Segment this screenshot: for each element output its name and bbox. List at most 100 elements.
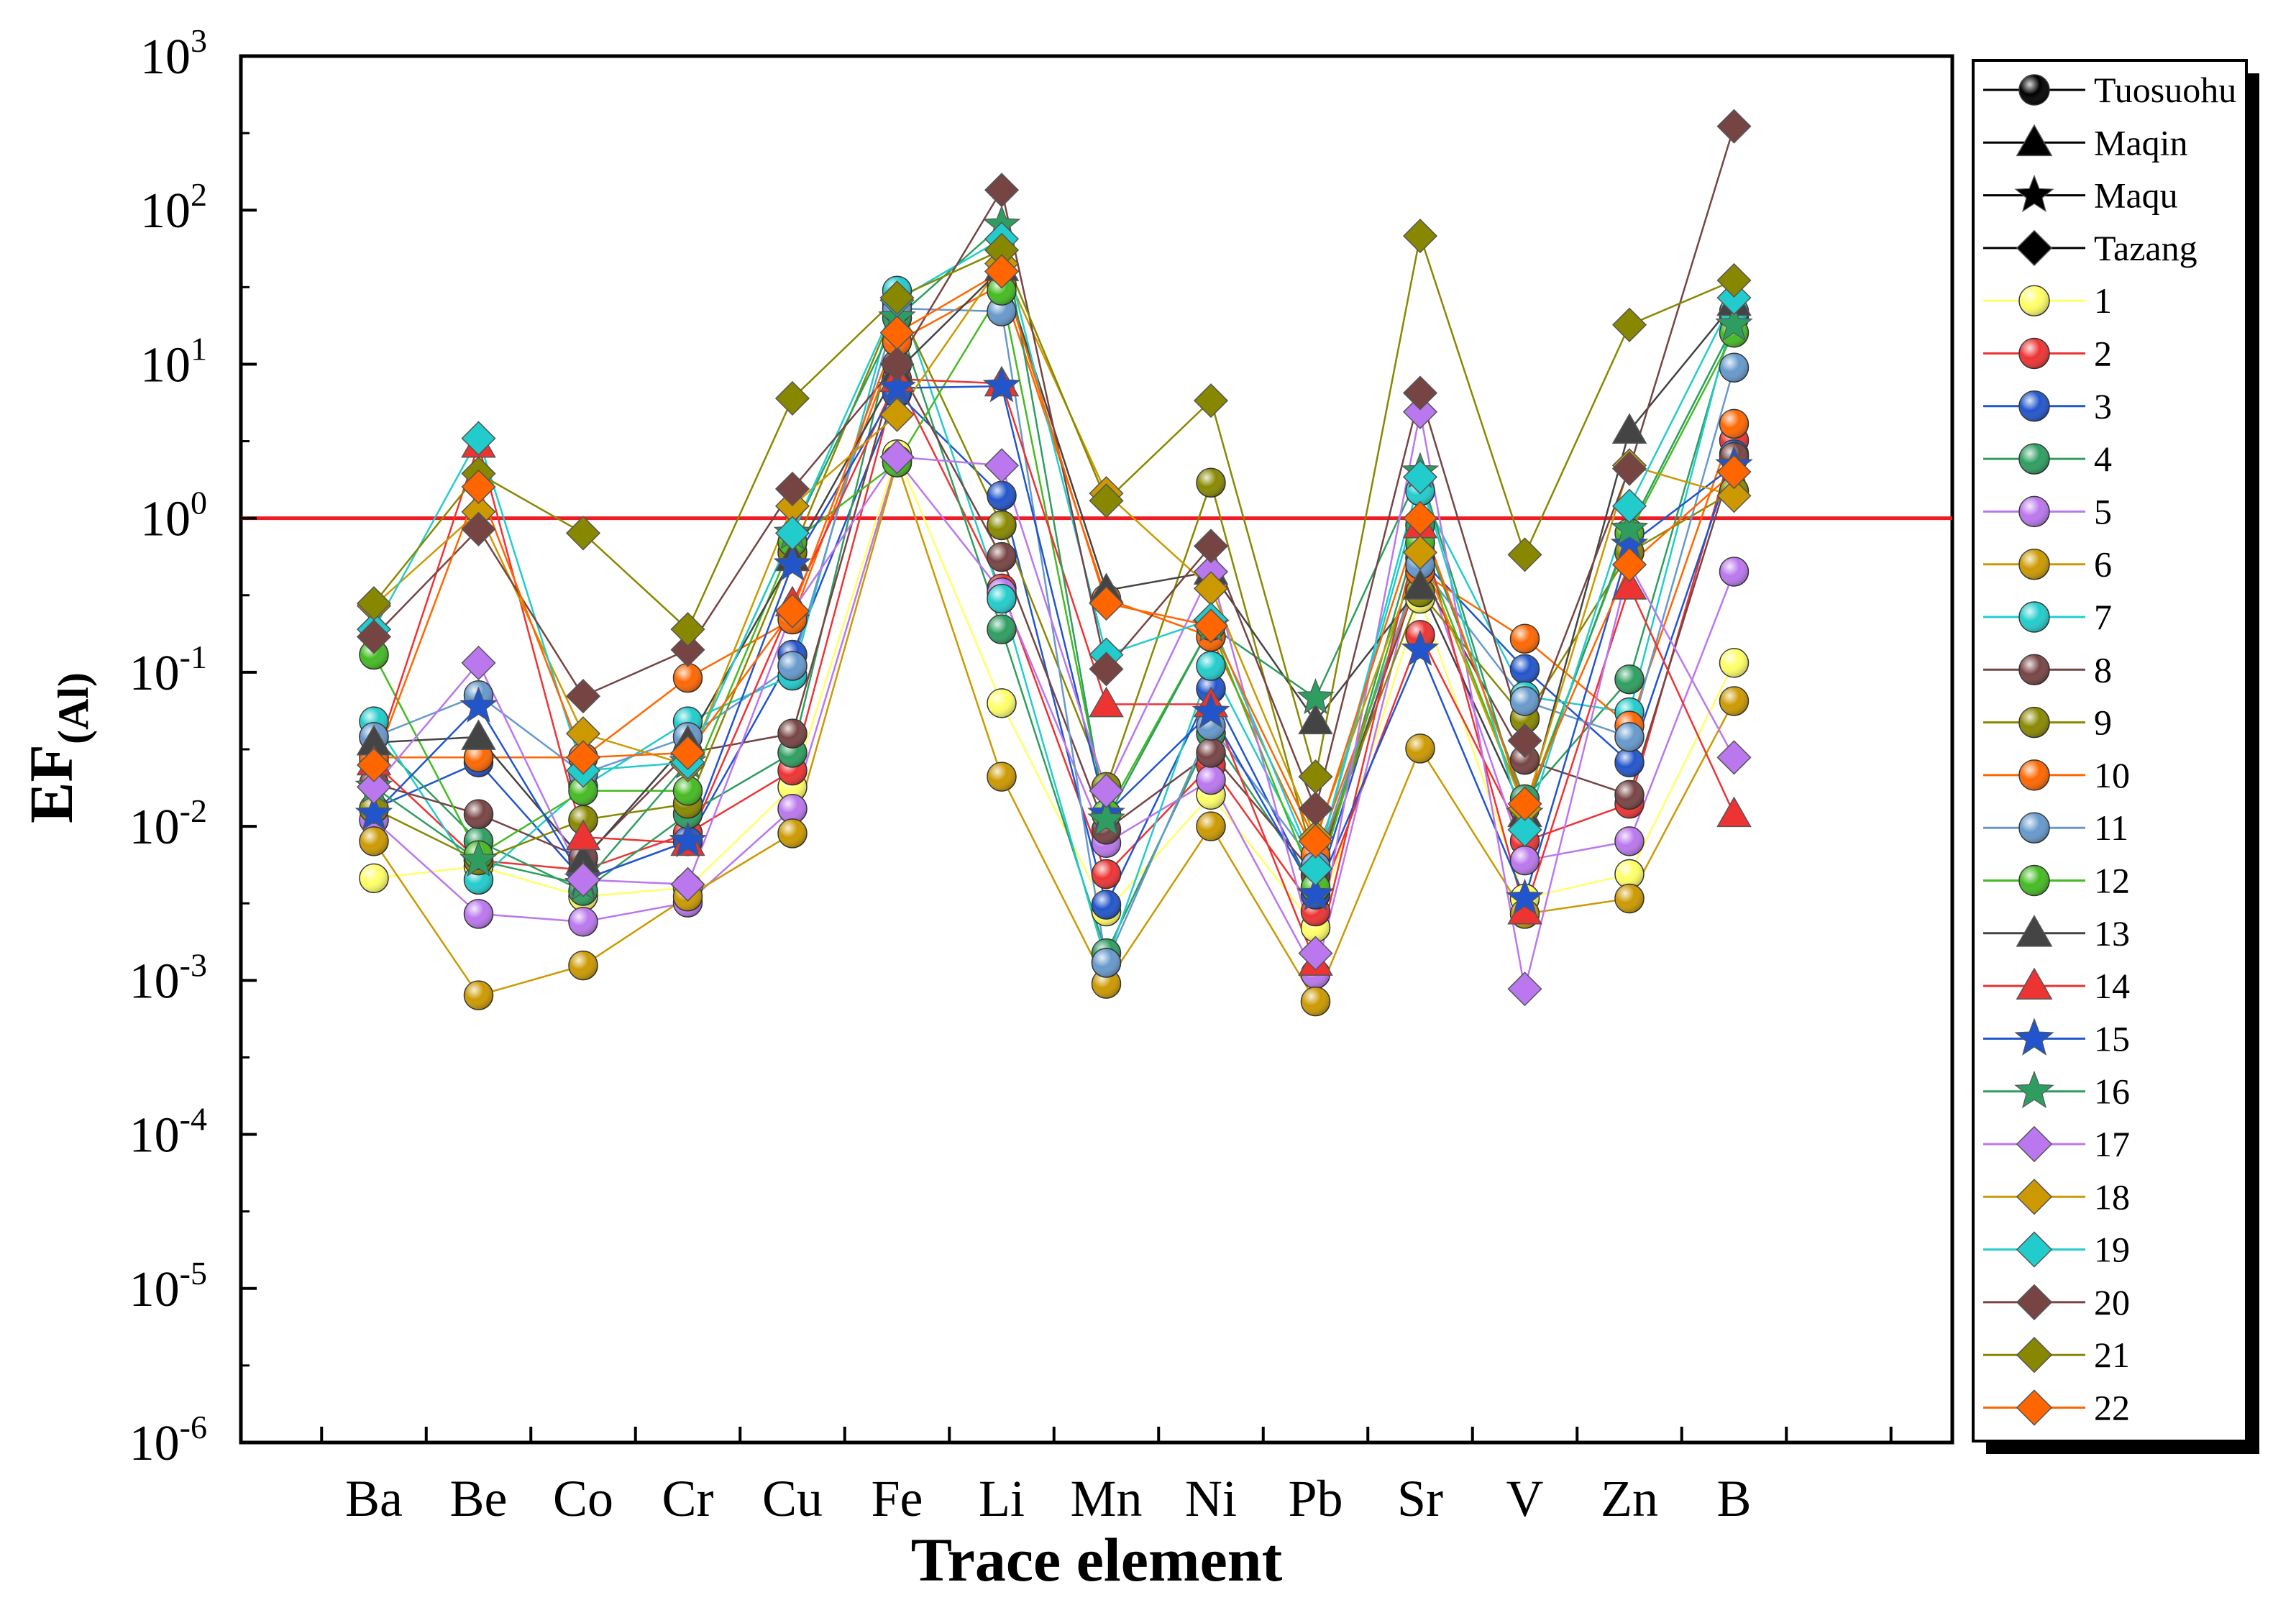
legend-item-8: 8 — [1983, 649, 2112, 690]
data-point — [1402, 500, 1438, 536]
x-tick-label: V — [1506, 1470, 1544, 1527]
data-point — [1509, 623, 1540, 654]
x-tick-label: Fe — [872, 1470, 923, 1527]
data-point — [1298, 936, 1333, 971]
data-point — [1716, 280, 1752, 316]
series-line — [374, 283, 1735, 858]
series-9 — [373, 301, 1735, 869]
legend-item-10: 10 — [1983, 755, 2130, 795]
data-point — [1611, 569, 1647, 600]
legend-marker — [2016, 1125, 2053, 1163]
data-point — [1719, 352, 1750, 383]
data-point — [461, 469, 496, 505]
data-point — [1610, 509, 1649, 546]
data-point — [1716, 478, 1752, 513]
data-point — [1507, 723, 1542, 758]
data-point — [1296, 874, 1335, 911]
series-line — [373, 301, 1735, 869]
data-point — [1298, 791, 1333, 826]
series-15 — [373, 385, 1735, 902]
data-point — [355, 794, 393, 831]
x-tick-label: Ba — [345, 1470, 403, 1527]
legend-label: 14 — [2094, 966, 2130, 1006]
data-point — [1087, 800, 1125, 836]
y-tick-label: 102 — [140, 176, 207, 239]
y-tick-base: 10 — [129, 646, 180, 701]
data-point — [982, 366, 1021, 403]
data-point — [777, 793, 808, 824]
data-point — [670, 612, 705, 647]
data-point — [1402, 375, 1438, 411]
data-point — [565, 679, 601, 714]
data-point — [878, 367, 916, 405]
legend-item-Maqin: Maqin — [1983, 122, 2188, 163]
y-tick-base: 10 — [129, 1262, 180, 1317]
series-line — [373, 261, 1734, 840]
data-point — [1716, 262, 1752, 298]
data-point — [461, 719, 496, 750]
series-19 — [372, 237, 1735, 872]
data-point — [359, 826, 389, 856]
y-tick-exponent: -6 — [180, 1409, 207, 1445]
legend-item-Maqu: Maqu — [1983, 174, 2178, 216]
data-point — [777, 718, 808, 749]
data-point — [1611, 307, 1647, 342]
legend-items: TuosuohuMaqinMaquTazang12345678910111213… — [1983, 70, 2236, 1428]
legend-marker — [2018, 74, 2050, 106]
y-tick-base: 10 — [129, 954, 180, 1009]
legend-marker — [2016, 124, 2053, 157]
y-tick-base: 10 — [140, 183, 191, 239]
series-line — [372, 459, 1735, 1004]
y-tick-base: 10 — [140, 492, 191, 547]
data-point — [1089, 483, 1124, 518]
data-point — [565, 740, 601, 775]
series-20 — [373, 126, 1735, 812]
y-tick-exponent: -4 — [180, 1101, 207, 1138]
data-point — [359, 863, 389, 894]
y-tick-label: 10-4 — [129, 1101, 207, 1163]
x-tick-label: Pb — [1288, 1470, 1343, 1527]
data-point — [1196, 651, 1226, 681]
legend-item-5: 5 — [1983, 491, 2112, 531]
legend-marker — [2018, 864, 2050, 897]
legend-label: 19 — [2094, 1230, 2130, 1270]
data-point — [1089, 686, 1124, 718]
y-tick-label: 100 — [140, 485, 207, 547]
data-point — [1405, 733, 1435, 764]
y-tick-label: 10-3 — [129, 946, 207, 1009]
legend-marker — [2016, 1284, 2053, 1321]
data-point — [1507, 812, 1542, 847]
data-point — [1091, 890, 1122, 920]
legend-label: 3 — [2094, 386, 2112, 426]
data-point — [1611, 547, 1647, 582]
data-point — [1507, 537, 1542, 572]
data-point — [1193, 529, 1229, 564]
y-tick-exponent: 1 — [191, 330, 207, 367]
data-point — [568, 907, 598, 937]
legend-label: 4 — [2094, 439, 2112, 479]
data-point — [672, 775, 703, 806]
data-point — [987, 510, 1017, 541]
data-point — [987, 583, 1017, 614]
legend-item-18: 18 — [1983, 1176, 2130, 1217]
data-point — [1298, 823, 1333, 859]
legend-item-9: 9 — [1983, 703, 2112, 743]
legend-marker — [2016, 915, 2053, 947]
legend-item-22: 22 — [1983, 1388, 2130, 1428]
series-markers-20 — [356, 109, 1752, 826]
x-tick-label: Cr — [662, 1470, 714, 1527]
legend-marker — [2016, 1389, 2053, 1426]
data-point — [777, 818, 808, 849]
legend-item-Tazang: Tazang — [1983, 228, 2197, 268]
legend-item-1: 1 — [1983, 280, 2112, 321]
data-point — [669, 821, 707, 858]
legend-item-21: 21 — [1983, 1335, 2130, 1375]
y-axis-title-main: EF — [17, 744, 86, 823]
data-point — [879, 397, 915, 432]
data-point — [1507, 786, 1542, 821]
y-tick-base: 10 — [140, 29, 191, 85]
data-point — [1507, 971, 1542, 1007]
y-tick-exponent: 0 — [191, 485, 207, 521]
